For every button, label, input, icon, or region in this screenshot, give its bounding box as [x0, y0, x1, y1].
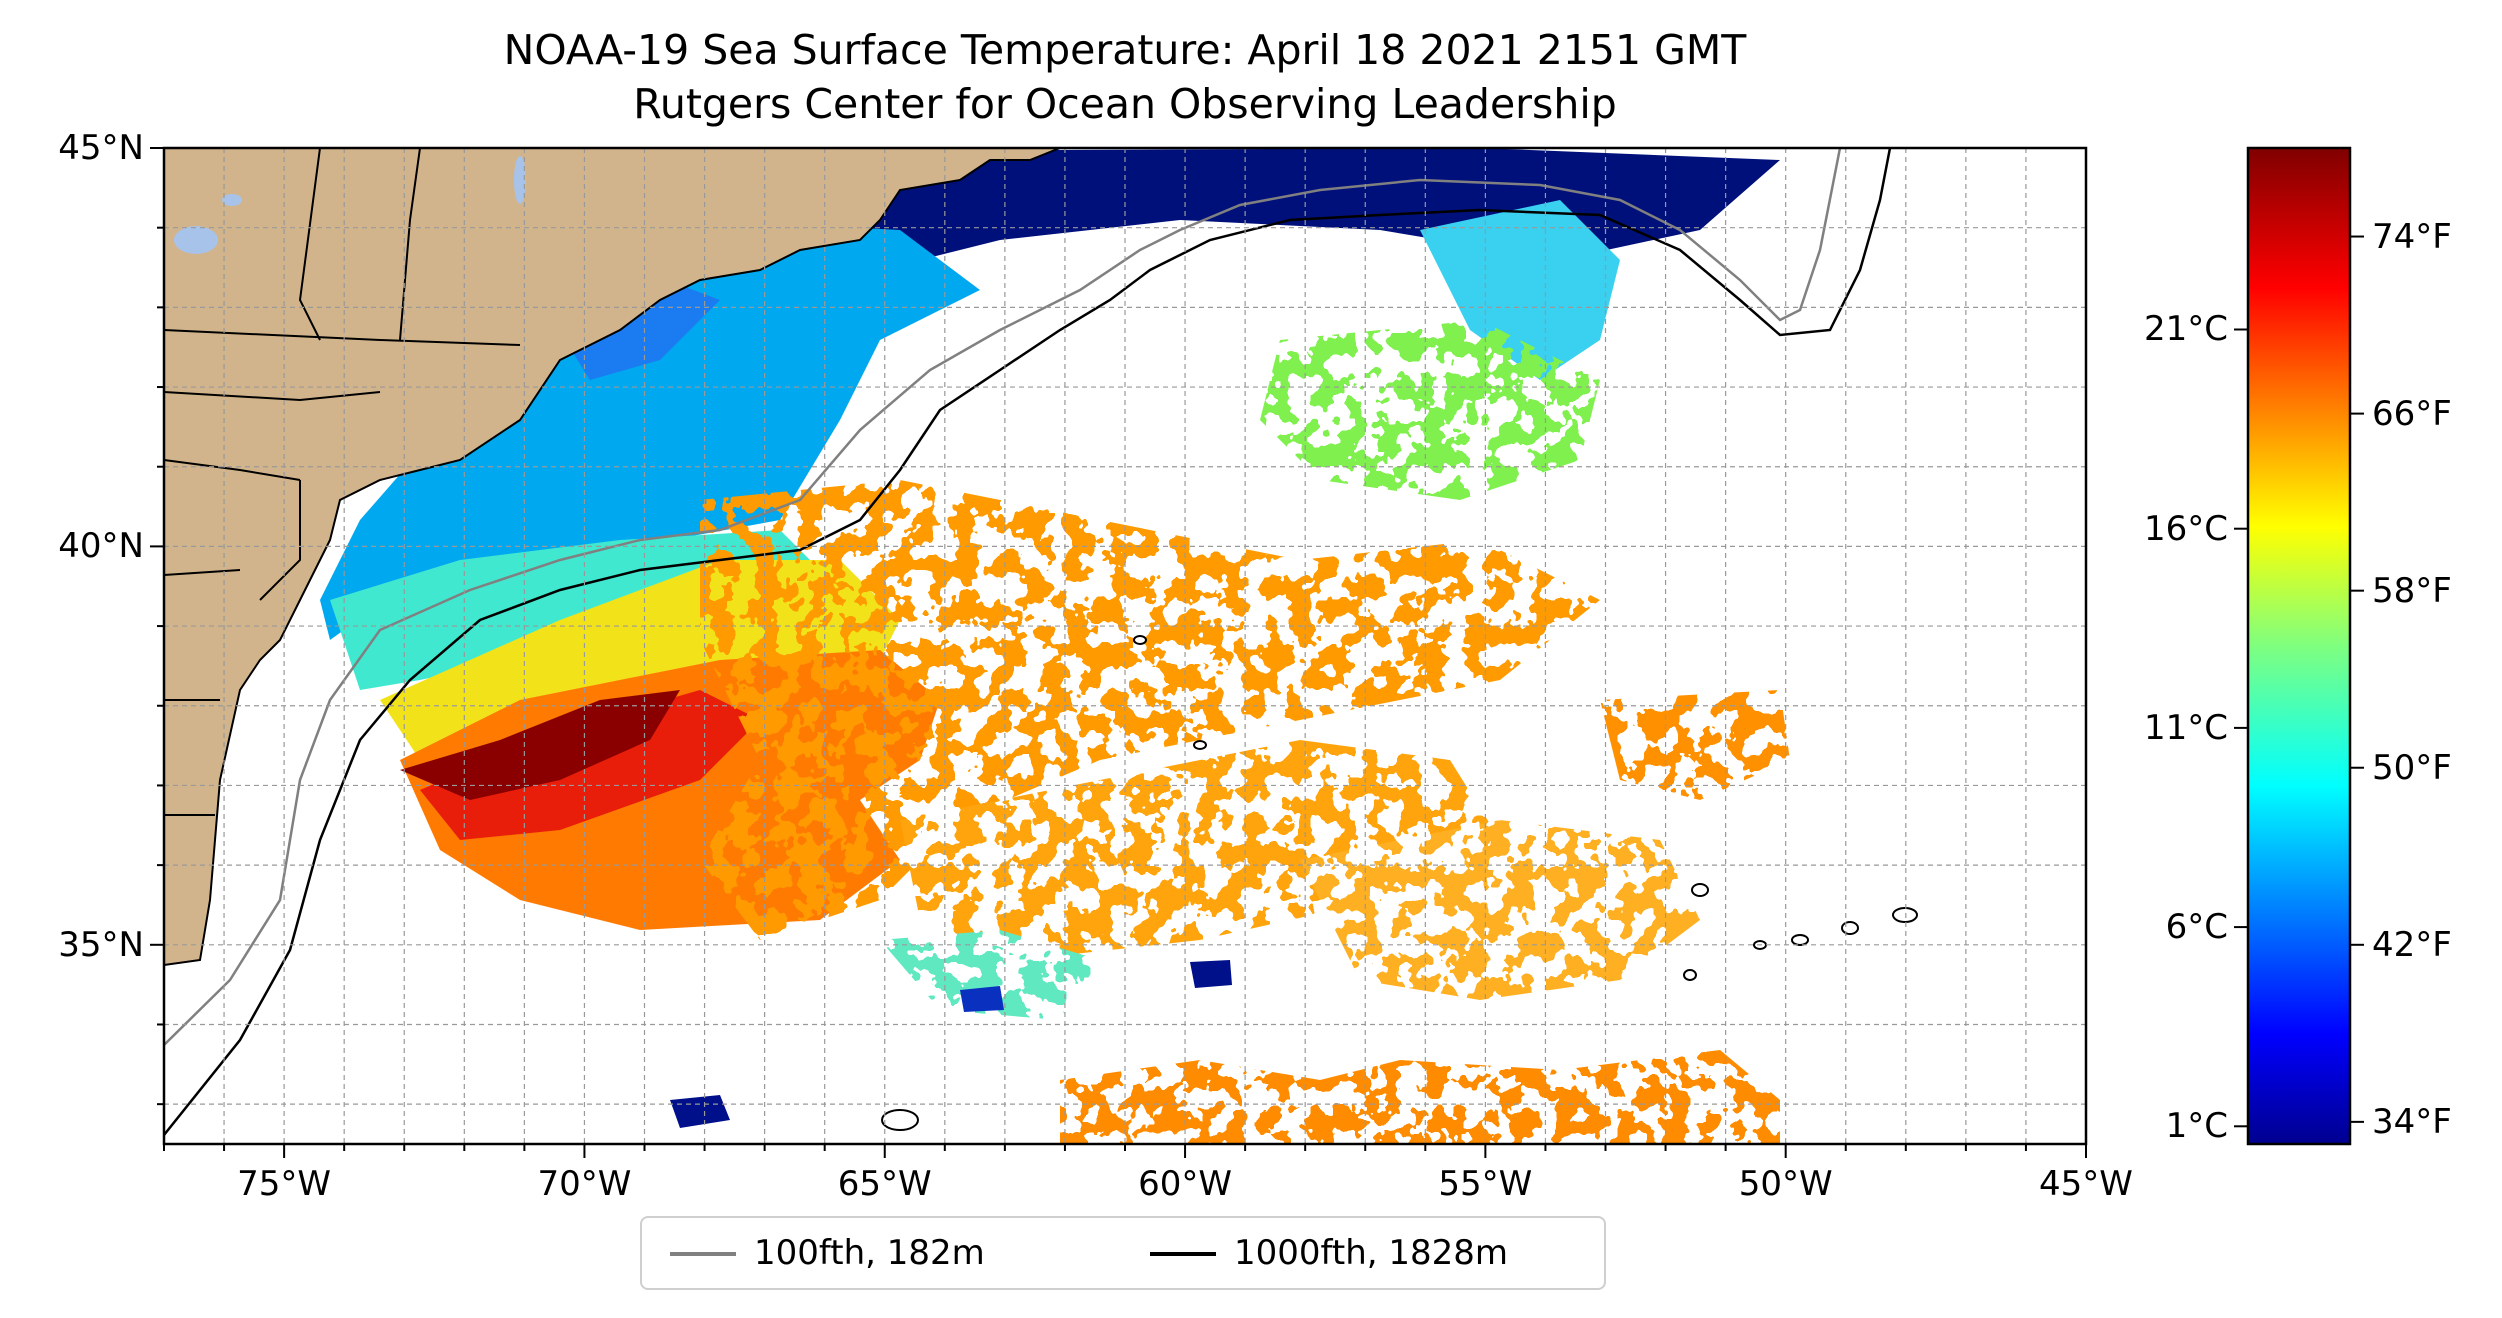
contour-1000fth — [164, 148, 1892, 1136]
x-tick-label: 45°W — [2039, 1164, 2133, 1204]
legend-label-100fth: 100fth, 182m — [754, 1233, 985, 1273]
legend: 100fth, 182m 1000fth, 1828m — [640, 1216, 1606, 1290]
y-tick-label: 45°N — [58, 128, 144, 168]
chart-subtitle: Rutgers Center for Ocean Observing Leade… — [633, 80, 1617, 128]
gridlines — [164, 148, 2086, 1144]
legend-swatch-1000fth — [1150, 1252, 1216, 1256]
colorbar-fahrenheit-label: 42°F — [2372, 924, 2452, 965]
lakes — [174, 156, 526, 254]
state-borders — [164, 148, 521, 816]
colorbar-fahrenheit-label: 50°F — [2372, 747, 2452, 788]
cool-patches-south — [880, 930, 1100, 1020]
colorbar-celsius-label: 6°C — [2165, 907, 2228, 948]
cold-patch-south-2 — [1190, 960, 1232, 988]
cold-patch-south-3 — [960, 986, 1004, 1012]
x-tick-label: 75°W — [237, 1164, 332, 1204]
x-tick-label: 55°W — [1438, 1164, 1533, 1204]
colorbar-celsius-label: 21°C — [2143, 309, 2228, 350]
seamount-contours — [881, 635, 1918, 1131]
colorbar-fahrenheit-label: 34°F — [2372, 1101, 2452, 1142]
y-tick-label: 40°N — [58, 526, 144, 567]
gulf-stream-darkred — [400, 690, 680, 800]
colorbar-celsius-label: 1°C — [2165, 1106, 2228, 1147]
colorbar-ticks — [2234, 235, 2364, 1128]
tick-marks — [150, 147, 2087, 1158]
cold-patch-south-1 — [670, 1095, 730, 1128]
chart-title: NOAA-19 Sea Surface Temperature: April 1… — [503, 26, 1747, 74]
cool-patches-northeast — [1260, 320, 1600, 500]
slope-water-east — [1420, 200, 1620, 380]
x-tick-label: 70°W — [537, 1164, 632, 1204]
x-tick-label: 50°W — [1738, 1164, 1833, 1204]
x-tick-label: 65°W — [837, 1164, 932, 1204]
colorbar — [2246, 146, 2352, 1146]
warm-patches-east — [1600, 690, 1790, 800]
warm-patches-far-south — [1060, 1050, 1780, 1144]
colorbar-fahrenheit-label: 66°F — [2372, 393, 2452, 434]
colorbar-celsius-label: 11°C — [2143, 707, 2228, 748]
colorbar-celsius-label: 16°C — [2143, 508, 2228, 549]
legend-swatch-100fth — [670, 1252, 736, 1256]
colorbar-fahrenheit-label: 74°F — [2372, 216, 2452, 257]
slope-water — [320, 220, 980, 640]
y-tick-label: 35°N — [58, 924, 144, 965]
x-tick-label: 60°W — [1138, 1164, 1232, 1204]
contour-100fth — [164, 148, 1842, 1046]
colorbar-fahrenheit-label: 58°F — [2372, 570, 2452, 611]
legend-label-1000fth: 1000fth, 1828m — [1234, 1233, 1509, 1273]
land-mass — [164, 148, 1061, 967]
